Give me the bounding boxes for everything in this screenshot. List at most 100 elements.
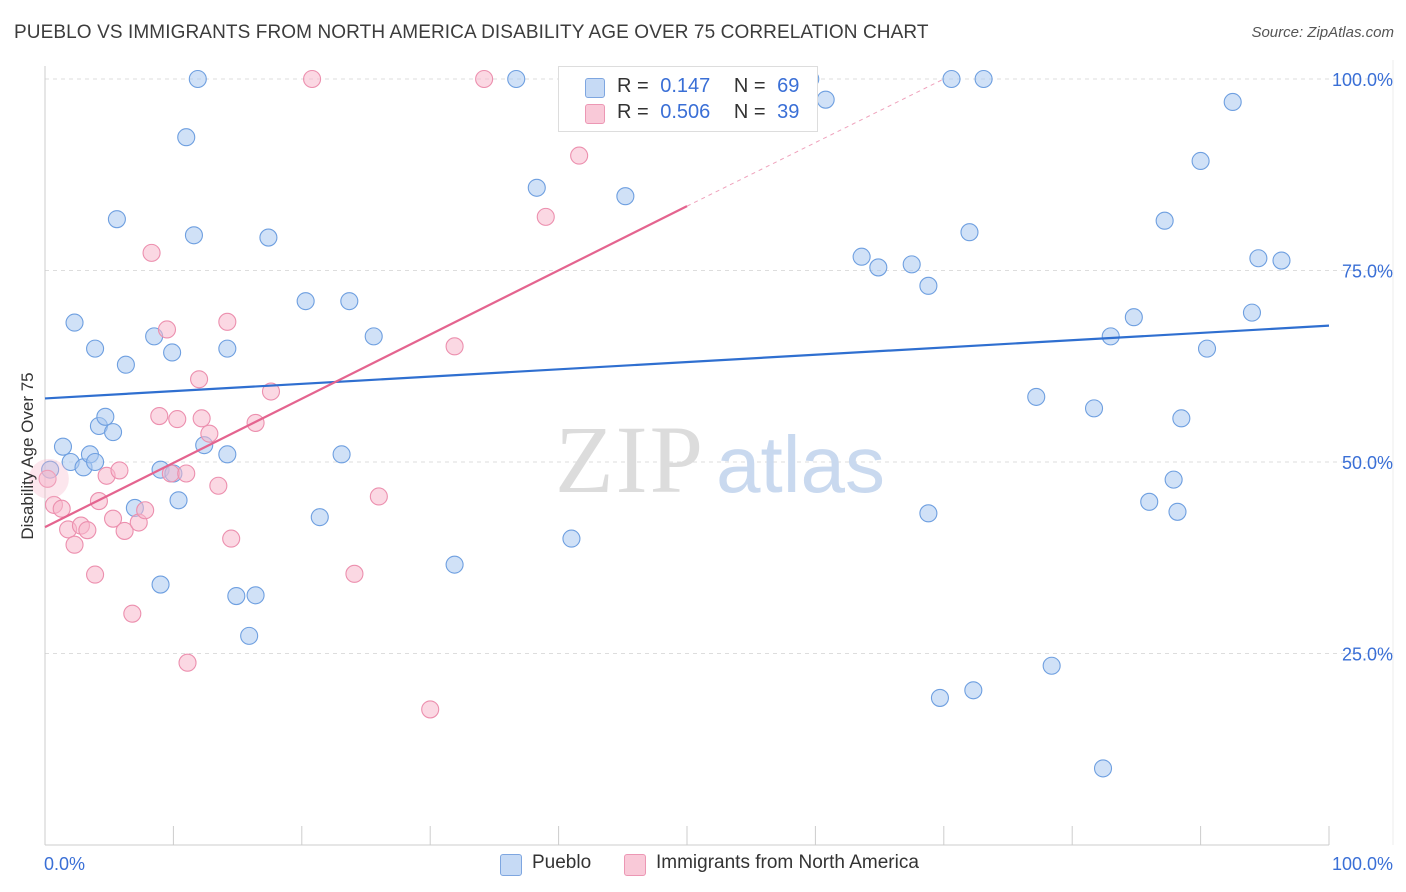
- immigrants-point: [445, 337, 464, 356]
- pueblo-point: [507, 69, 526, 89]
- immigrants-point: [192, 409, 211, 428]
- pueblo-point: [562, 529, 581, 548]
- pueblo-point: [86, 339, 105, 358]
- pueblo-point: [332, 445, 351, 464]
- immigrants-point: [421, 700, 440, 719]
- pueblo-point: [816, 90, 835, 109]
- immigrants-point: [52, 499, 71, 518]
- pueblo-point: [188, 69, 207, 89]
- pueblo-point: [1093, 759, 1113, 778]
- pueblo-point: [296, 292, 315, 311]
- trend-lines: [44, 78, 1330, 529]
- pueblo-point: [104, 423, 123, 442]
- pueblo-point: [169, 491, 188, 510]
- legend-n-value-immigrants: 39: [777, 101, 800, 123]
- y-axis-title: Disability Age Over 75: [18, 372, 37, 540]
- x-tick-label-min: 0.0%: [44, 854, 85, 874]
- pueblo-point: [364, 327, 383, 346]
- legend-swatch-pueblo: [585, 78, 605, 98]
- series-swatch-immigrants: [624, 854, 646, 876]
- legend-n-label: N =: [733, 75, 766, 97]
- pueblo-point: [53, 437, 73, 456]
- pueblo-trend-line: [44, 324, 1330, 400]
- immigrants-point: [303, 69, 322, 89]
- legend-swatch-immigrants: [585, 104, 605, 124]
- pueblo-point: [340, 292, 359, 311]
- immigrants-point: [209, 476, 228, 495]
- immigrants-point: [38, 469, 57, 488]
- chart-title: PUEBLO VS IMMIGRANTS FROM NORTH AMERICA …: [14, 22, 929, 43]
- watermark-atlas: atlas: [716, 420, 885, 509]
- immigrants-point: [369, 487, 388, 506]
- immigrants-point: [222, 529, 241, 548]
- pueblo-point: [930, 688, 949, 707]
- pueblo-point: [96, 407, 115, 426]
- pueblo-point: [218, 339, 237, 358]
- series-legend: Pueblo Immigrants from North America: [0, 852, 1406, 876]
- immigrants-point: [218, 312, 237, 331]
- axes: [44, 66, 1330, 846]
- pueblo-point: [116, 355, 135, 374]
- correlation-legend: R = 0.147 N = 69 R = 0.506 N = 39: [558, 66, 818, 132]
- y-tick-label: 75.0%: [1342, 262, 1393, 282]
- immigrants-point: [536, 207, 555, 226]
- legend-r-label: R =: [617, 75, 649, 97]
- pueblo-point: [65, 313, 84, 332]
- pueblo-point: [1223, 92, 1242, 112]
- pueblo-point: [445, 555, 464, 574]
- legend-n-label: N =: [733, 101, 766, 123]
- series-swatch-pueblo: [500, 854, 522, 876]
- series-label-immigrants: Immigrants from North America: [656, 852, 919, 873]
- x-tick-label-max: 100.0%: [1332, 854, 1393, 874]
- pueblo-point: [227, 586, 246, 606]
- immigrants-point: [86, 565, 105, 584]
- immigrants-point: [475, 69, 494, 89]
- grid-lines: [45, 60, 1394, 845]
- immigrants-point: [261, 382, 281, 401]
- immigrants-point: [150, 406, 169, 426]
- pueblo-point: [107, 210, 126, 229]
- pueblo-point: [163, 343, 182, 362]
- immigrants-point: [190, 370, 209, 389]
- immigrants-point: [115, 521, 134, 540]
- legend-r-label: R =: [617, 101, 649, 123]
- watermark-zip: ZIP: [555, 406, 705, 513]
- legend-r-value-immigrants: 0.506: [660, 101, 711, 123]
- pueblo-point: [869, 258, 888, 277]
- pueblo-point: [177, 128, 196, 147]
- pueblo-point: [1155, 211, 1174, 230]
- immigrants-point-cluster: [28, 458, 69, 499]
- pueblo-point: [246, 586, 265, 605]
- pueblo-point: [616, 187, 635, 206]
- pueblo-point: [1042, 656, 1061, 675]
- series-label-pueblo: Pueblo: [532, 852, 592, 873]
- pueblo-point: [942, 69, 961, 89]
- immigrants-point: [123, 604, 142, 623]
- pueblo-point: [1191, 151, 1210, 171]
- pueblo-point: [1168, 502, 1187, 521]
- pueblo-point: [151, 575, 170, 594]
- immigrants-point: [142, 243, 161, 262]
- immigrants-point: [104, 509, 123, 528]
- pueblo-point: [1124, 308, 1143, 327]
- pueblo-point: [964, 681, 983, 700]
- pueblo-point: [527, 178, 546, 197]
- source-label: Source: ZipAtlas.com: [1251, 24, 1394, 41]
- immigrants-point: [136, 501, 155, 520]
- pueblo-point: [1164, 470, 1183, 489]
- pueblo-point: [919, 504, 938, 523]
- immigrants-point: [570, 146, 589, 165]
- immigrants-point: [168, 410, 187, 429]
- pueblo-point: [1242, 303, 1262, 322]
- pueblo-point: [218, 445, 237, 464]
- immigrants-point: [110, 461, 129, 480]
- pueblo-point: [852, 247, 871, 266]
- pueblo-point: [1101, 327, 1120, 346]
- pueblo-point: [1027, 387, 1046, 406]
- pueblo-point: [902, 255, 921, 274]
- pueblo-point: [1172, 409, 1191, 428]
- immigrants-point: [345, 564, 364, 583]
- pueblo-point: [1140, 492, 1159, 511]
- immigrants-point: [200, 424, 219, 443]
